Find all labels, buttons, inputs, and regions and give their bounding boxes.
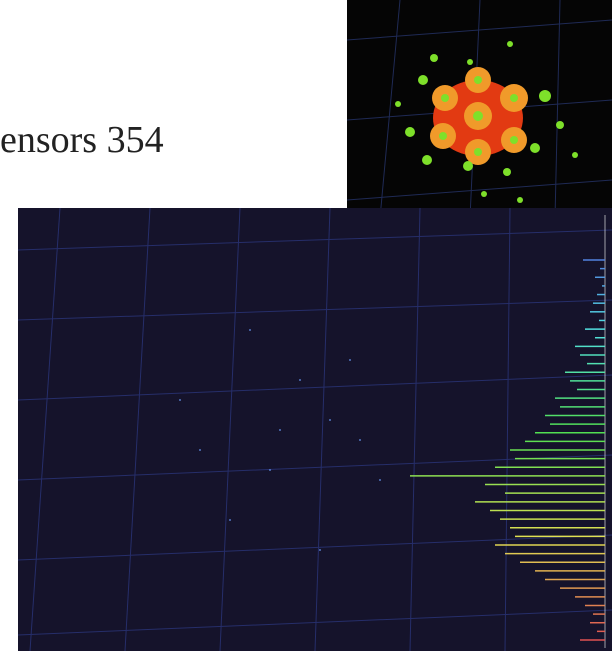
histogram (410, 259, 605, 641)
top-render (346, 0, 612, 219)
main-render (17, 207, 612, 651)
caption: ensors 354 (0, 119, 164, 161)
